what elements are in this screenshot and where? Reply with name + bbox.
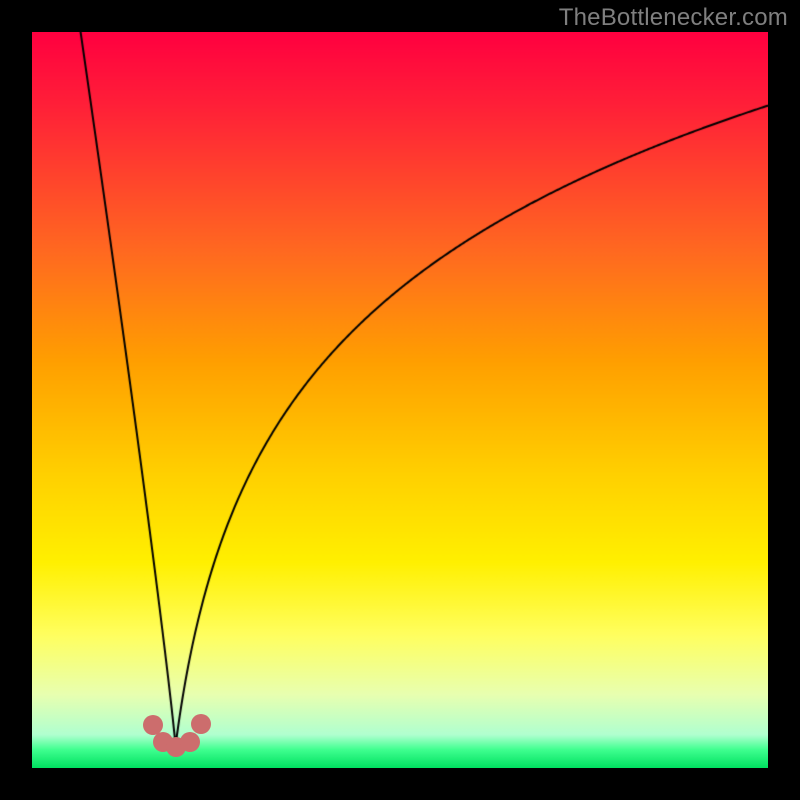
optimal-marker: [180, 732, 200, 752]
bottleneck-curve: [32, 32, 768, 768]
optimal-marker: [191, 714, 211, 734]
bottleneck-chart: TheBottlenecker.com: [0, 0, 800, 800]
plot-frame: [32, 32, 768, 768]
watermark-text: TheBottlenecker.com: [559, 4, 788, 32]
